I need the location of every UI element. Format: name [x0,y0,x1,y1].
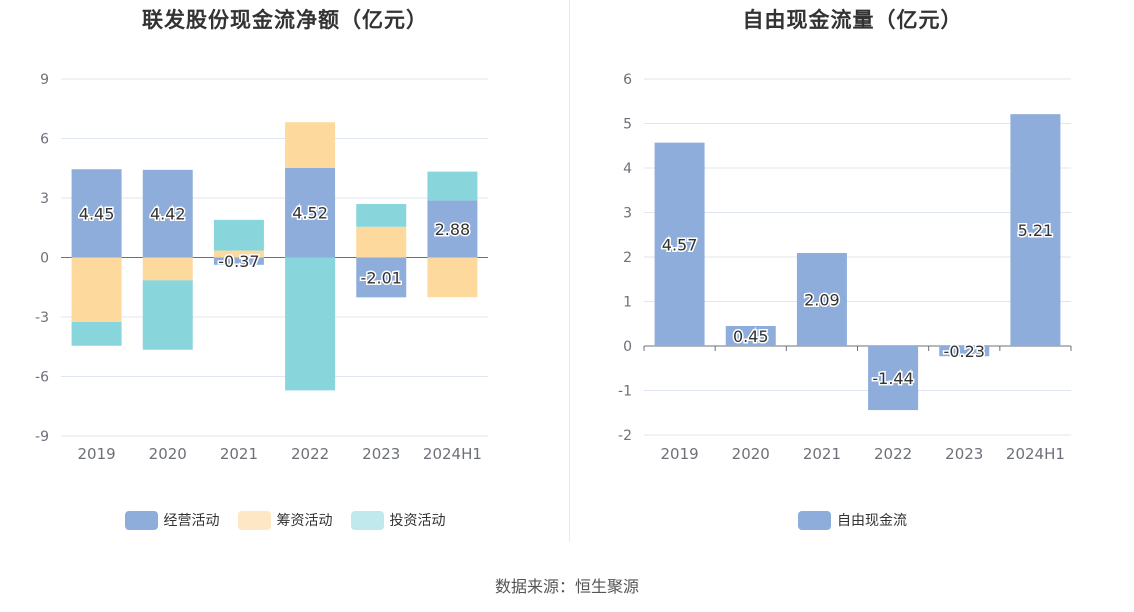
y-tick-label: 0 [40,251,49,267]
legend-item-fcf[interactable]: 自由现金流 [798,510,907,530]
data-label: 4.52 [292,204,328,223]
data-label: -0.23 [944,342,985,361]
cash-flow-net-plot: 9 6 3 0 -3 -6 -9 4.45 4.42 -0.37 4.52 -2.01 2.88 2019… [35,72,488,463]
bar-operating [427,200,478,258]
x-tick-label: 2023 [945,445,983,463]
y-tick-label: -2 [618,428,632,444]
x-tick-label: 2024H1 [423,445,482,463]
bar-fcf [868,346,919,411]
legend: 自由现金流 [571,510,1134,530]
bar-investing [213,219,264,251]
x-tick-label: 2019 [660,445,698,463]
y-tick-label: 3 [623,206,632,222]
data-label: 0.45 [733,327,769,346]
bar-financing [285,122,336,168]
data-label: 4.42 [150,205,186,224]
free-cash-flow-chart: 自由现金流量（亿元） 6 5 4 3 2 1 0 -1 -2 4.57 0.45 2.09 -1.44 -… [571,0,1134,545]
legend: 经营活动 筹资活动 投资活动 [0,510,570,530]
x-tick-label: 2024H1 [1006,445,1065,463]
x-tick-label: 2019 [77,445,115,463]
y-tick-label: 2 [623,250,632,266]
legend-label-operating: 经营活动 [163,513,220,529]
data-label: 4.57 [662,235,698,254]
data-label: 2.09 [804,290,840,309]
x-tick-label: 2020 [732,445,770,463]
bar-operating [356,257,407,298]
bar-fcf [725,325,776,346]
y-tick-label: 6 [40,132,49,148]
free-cash-flow-plot: 6 5 4 3 2 1 0 -1 -2 4.57 0.45 2.09 -1.44 -0.23 5.21 201… [618,72,1072,463]
bar-operating [285,167,336,258]
panel-divider [569,0,570,542]
data-label: 5.21 [1018,221,1054,240]
y-tick-label: 3 [40,191,49,207]
y-tick-label: 9 [40,72,49,88]
x-tick-label: 2022 [874,445,912,463]
legend-item-investing[interactable]: 投资活动 [350,510,446,530]
legend-swatch-operating [124,510,158,530]
bar-financing [213,250,264,258]
legend-label-fcf: 自由现金流 [837,513,907,529]
y-tick-label: 6 [623,72,632,88]
legend-item-financing[interactable]: 筹资活动 [237,510,333,530]
legend-item-operating[interactable]: 经营活动 [124,510,220,530]
bar-fcf [1010,114,1061,346]
data-label: 2.88 [435,220,471,239]
data-label: -2.01 [361,268,402,287]
legend-label-investing: 投资活动 [389,513,446,529]
legend-label-financing: 筹资活动 [276,513,333,529]
x-tick-label: 2020 [149,445,187,463]
y-tick-label: -6 [35,370,49,386]
chart-title: 联发股份现金流净额（亿元） [142,8,428,32]
legend-swatch-investing [350,510,384,530]
bar-operating [142,169,193,258]
data-label: -0.37 [218,252,259,271]
legend-swatch-financing [237,510,271,530]
chart-title: 自由现金流量（亿元） [742,8,963,32]
y-tick-label: 4 [623,161,632,177]
data-label: 4.45 [79,204,115,223]
data-label: -1.44 [872,369,913,388]
x-tick-label: 2021 [220,445,258,463]
bar-investing [427,171,478,201]
bar-operating [71,169,122,258]
bar-investing [142,280,193,350]
y-tick-label: 0 [623,339,632,355]
y-tick-label: 5 [623,117,632,133]
bar-financing [71,257,122,322]
y-tick-label: -1 [618,384,632,400]
data-source-note: 数据来源：恒生聚源 [494,577,639,596]
y-tick-label: 1 [623,295,632,311]
bar-fcf [654,142,705,346]
x-tick-label: 2022 [291,445,329,463]
bar-fcf [939,346,990,357]
bar-financing [142,257,193,281]
bar-investing [356,203,407,227]
bar-financing [356,226,407,258]
bar-financing [427,257,478,298]
x-tick-label: 2023 [362,445,400,463]
bar-investing [71,321,122,346]
bar-fcf [796,252,847,346]
x-tick-label: 2021 [803,445,841,463]
cash-flow-net-chart: 联发股份现金流净额（亿元） 9 6 3 0 -3 -6 -9 4.45 4.42 -0.37 4.5… [0,0,570,545]
y-tick-label: -3 [35,310,49,326]
bar-operating [213,257,264,265]
bar-investing [285,257,336,391]
legend-swatch-fcf [798,510,831,530]
y-tick-label: -9 [35,429,49,445]
